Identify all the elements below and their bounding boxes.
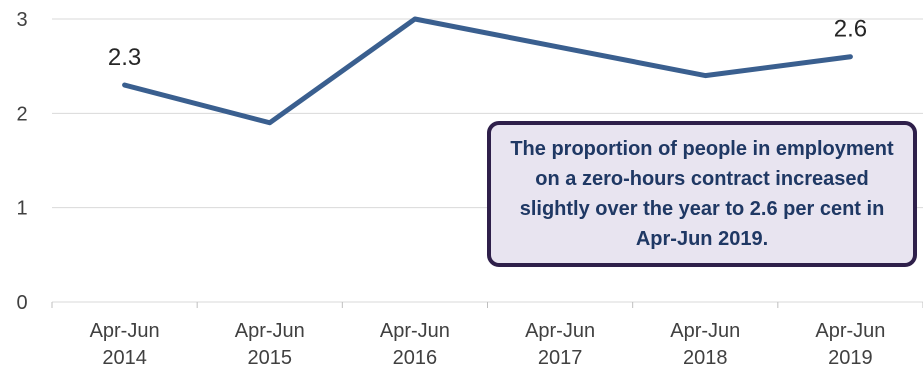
x-tick-label: Apr-Jun 2016 xyxy=(380,320,450,369)
annotation-text: The proportion of people in employment o… xyxy=(510,138,894,250)
x-axis-tick-labels: Apr-Jun 2014 Apr-Jun 2015 Apr-Jun 2016 Apr-Jun… xyxy=(90,320,886,369)
x-tick-label: Apr-Jun 2019 xyxy=(815,320,885,369)
series-line-0 xyxy=(122,16,853,126)
y-tick-label-1: 1 xyxy=(16,198,27,220)
x-tick-label: Apr-Jun 2015 xyxy=(235,320,305,369)
x-tick-label: Apr-Jun 2014 xyxy=(90,320,160,369)
y-tick-label-2: 2 xyxy=(16,103,27,125)
y-tick-label-3: 3 xyxy=(16,9,27,31)
data-label-0: 2.3 xyxy=(108,44,141,71)
x-tick-label: Apr-Jun 2018 xyxy=(670,320,740,369)
x-axis xyxy=(51,301,923,308)
y-axis-tick-labels: 0 1 2 3 xyxy=(16,9,27,314)
series-group xyxy=(122,16,853,126)
data-labels: 2.3 2.6 xyxy=(108,16,867,71)
x-tick-label: Apr-Jun 2017 xyxy=(525,320,595,369)
y-tick-label-0: 0 xyxy=(16,292,27,314)
annotation-callout: The proportion of people in employment o… xyxy=(487,121,917,267)
data-label-5: 2.6 xyxy=(834,16,867,43)
